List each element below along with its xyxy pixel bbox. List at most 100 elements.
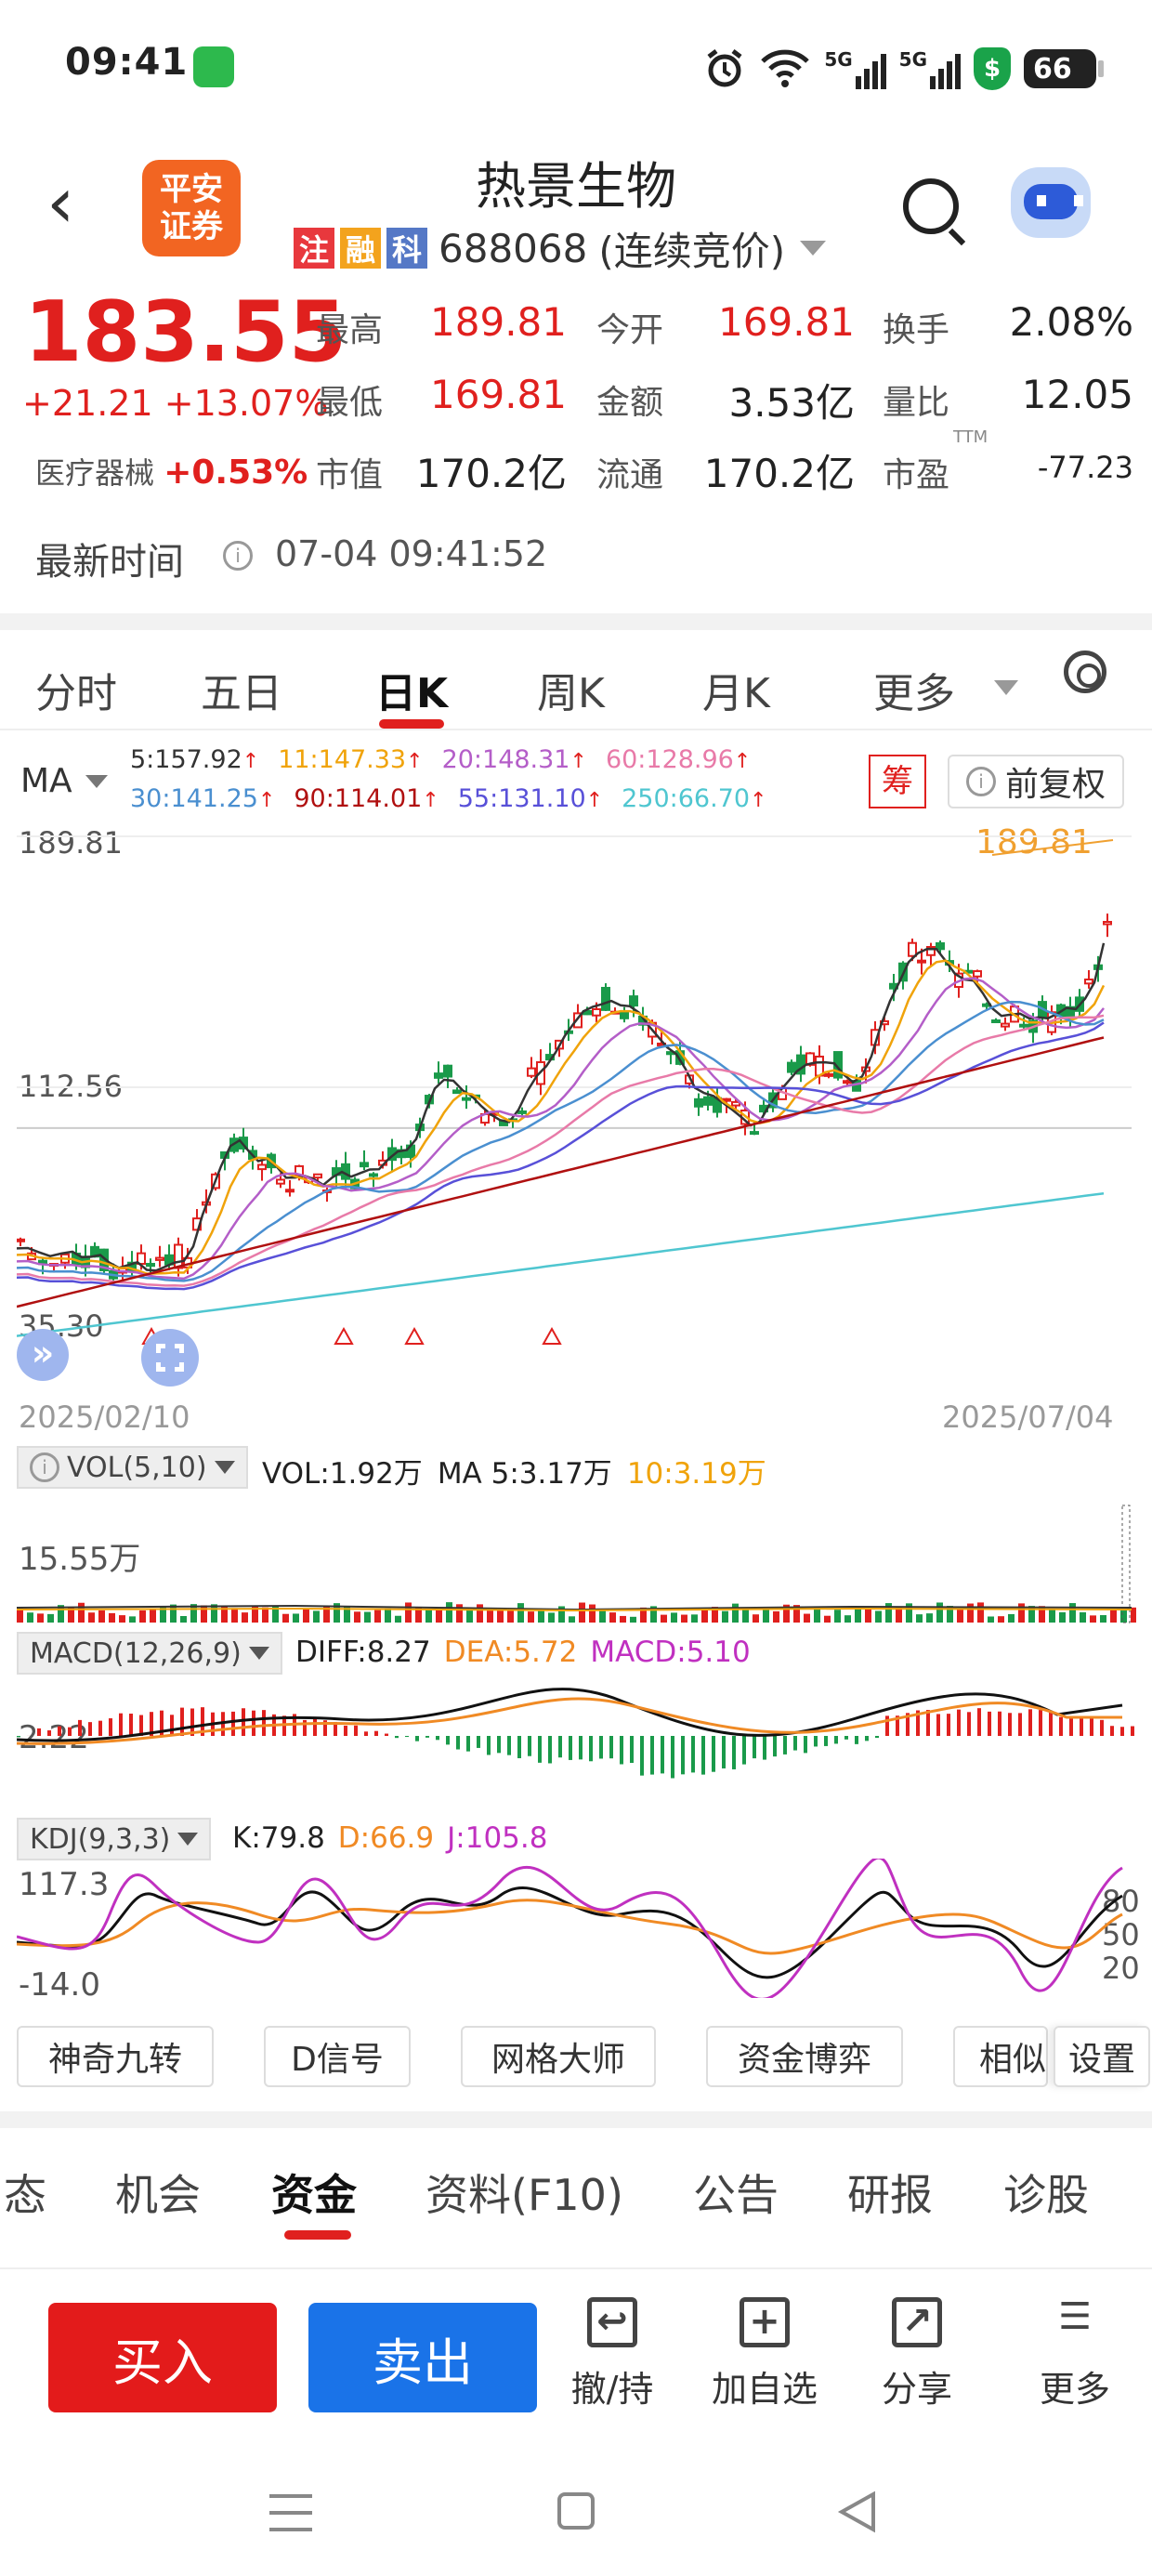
more-button[interactable]: ☰ 更多 [1039, 2295, 1110, 2410]
tab-status[interactable]: 态 [4, 2170, 46, 2220]
macd-values: DIFF:8.27 DEA:5.72 MACD:5.10 [295, 1636, 751, 1669]
kdj-indicator-selector[interactable]: KDJ(9,3,3) [17, 1818, 212, 1860]
macd-histogram-bar [936, 1714, 940, 1736]
tab-five-day[interactable]: 五日 [201, 670, 282, 717]
tab-monthly-k[interactable]: 月K [702, 670, 770, 717]
stock-code-row[interactable]: 注 融 科 688068 (连续竞价) [294, 225, 827, 274]
share-button[interactable]: ↗ 分享 [847, 2297, 987, 2412]
chevron-down-icon [85, 775, 108, 788]
tab-announcements[interactable]: 公告 [693, 2170, 779, 2220]
macd-histogram-bar [906, 1713, 910, 1736]
divider [0, 2111, 1152, 2128]
volume-bar [569, 1616, 575, 1623]
macd-histogram-bar [395, 1736, 399, 1739]
volume-bar [579, 1602, 585, 1623]
volume-chart [17, 1505, 1136, 1623]
kdj-chart [17, 1859, 1123, 1998]
cancel-hold-button[interactable]: ↩ 撤/持 [543, 2297, 682, 2412]
macd-histogram-bar [732, 1736, 736, 1769]
volume-bar [129, 1616, 136, 1623]
fullscreen-icon[interactable] [141, 1329, 199, 1387]
add-watchlist-button[interactable]: + 加自选 [695, 2297, 834, 2412]
macd-histogram-bar [344, 1725, 347, 1736]
macd-histogram-bar [385, 1733, 388, 1736]
macd-histogram-bar [885, 1715, 889, 1736]
ai-assistant-icon[interactable] [1011, 167, 1091, 238]
chip-distribution-button[interactable]: 筹 [869, 755, 926, 808]
macd-histogram-bar [967, 1712, 971, 1736]
tool-fund-game[interactable]: 资金博弈 [706, 2026, 903, 2087]
volume-bar [947, 1606, 953, 1623]
tab-f10[interactable]: 资料(F10) [425, 2170, 623, 2220]
volume-bar [793, 1605, 800, 1623]
info-icon: i [30, 1452, 59, 1482]
tool-settings[interactable]: 设置 [1054, 2026, 1150, 2087]
macd-histogram-bar [1131, 1726, 1134, 1736]
back-chevron-icon[interactable]: ‹ [46, 161, 75, 243]
info-icon[interactable]: i [223, 541, 253, 571]
recent-apps-icon[interactable] [269, 2494, 312, 2531]
volume-bar [1018, 1603, 1025, 1623]
ma-selector[interactable]: MA [20, 762, 72, 800]
chart-settings-gear-icon[interactable] [1064, 651, 1106, 693]
macd-histogram-bar [139, 1715, 143, 1736]
volume-bar [988, 1616, 994, 1623]
candle-body [285, 1189, 295, 1193]
tool-similar[interactable]: 相似 [953, 2026, 1048, 2087]
tab-weekly-k[interactable]: 周K [537, 670, 605, 717]
volume-bar [855, 1607, 861, 1623]
divider [0, 613, 1152, 630]
candle-body [360, 1162, 369, 1168]
volume-bar [558, 1606, 565, 1623]
status-time: 09:41 [65, 41, 189, 84]
wifi-icon [761, 49, 810, 87]
tab-daily-k[interactable]: 日K [375, 670, 449, 717]
macd-histogram-bar [1008, 1713, 1012, 1736]
tool-grid-master[interactable]: 网格大师 [461, 2026, 656, 2087]
volume-bar [620, 1615, 626, 1623]
sell-button[interactable]: 卖出 [308, 2303, 537, 2412]
macd-histogram-bar [926, 1710, 930, 1736]
tab-more[interactable]: 更多 [873, 670, 955, 717]
tab-capital[interactable]: 资金 [271, 2170, 357, 2220]
search-icon[interactable] [903, 178, 959, 234]
quote-label: 最低 [316, 384, 384, 422]
candlestick-chart[interactable] [17, 818, 1136, 1385]
tool-d-signal[interactable]: D信号 [264, 2026, 411, 2087]
volume-bar [242, 1612, 248, 1623]
macd-histogram-bar [691, 1736, 695, 1773]
candle-body [573, 1012, 583, 1029]
macd-histogram-bar [242, 1708, 245, 1736]
kdj-k-line [17, 1886, 1123, 1979]
sector-info[interactable]: 医疗器械 +0.53% [35, 453, 308, 492]
back-icon[interactable] [836, 2491, 879, 2533]
macd-indicator-selector[interactable]: MACD(12,26,9) [17, 1632, 282, 1675]
adjust-mode-button[interactable]: i 前复权 [948, 755, 1124, 808]
tab-intraday[interactable]: 分时 [35, 670, 117, 717]
status-bar: 09:41 5G 5G $ 66 [0, 0, 1152, 139]
volume-bar [763, 1609, 769, 1623]
volume-bar [701, 1608, 708, 1623]
macd-histogram-bar [334, 1721, 337, 1736]
home-icon[interactable] [557, 2492, 595, 2530]
tab-diagnosis[interactable]: 诊股 [1003, 2170, 1089, 2220]
macd-histogram-bar [1110, 1726, 1114, 1736]
vol-indicator-selector[interactable]: i VOL(5,10) [17, 1446, 248, 1489]
macd-histogram-bar [650, 1736, 654, 1775]
macd-histogram-bar [160, 1710, 164, 1736]
tab-opportunity[interactable]: 机会 [115, 2170, 201, 2220]
macd-histogram-bar [517, 1736, 521, 1759]
tool-magic-nine[interactable]: 神奇九转 [17, 2026, 214, 2087]
expand-left-icon[interactable]: » [17, 1329, 69, 1381]
quote-value: 3.53亿 [728, 380, 855, 426]
volume-bar [150, 1608, 156, 1623]
macd-histogram-bar [844, 1736, 848, 1740]
macd-histogram-bar [487, 1736, 491, 1755]
volume-bar [1131, 1607, 1136, 1623]
candle-body [908, 941, 917, 957]
tab-research[interactable]: 研报 [847, 2170, 933, 2220]
ma-legend-row1: 5:157.92↑ 11:147.33↑ 20:148.31↑ 60:128.9… [130, 745, 751, 774]
buy-button[interactable]: 买入 [48, 2303, 277, 2412]
macd-histogram-bar [78, 1719, 82, 1736]
macd-histogram-bar [109, 1718, 112, 1736]
